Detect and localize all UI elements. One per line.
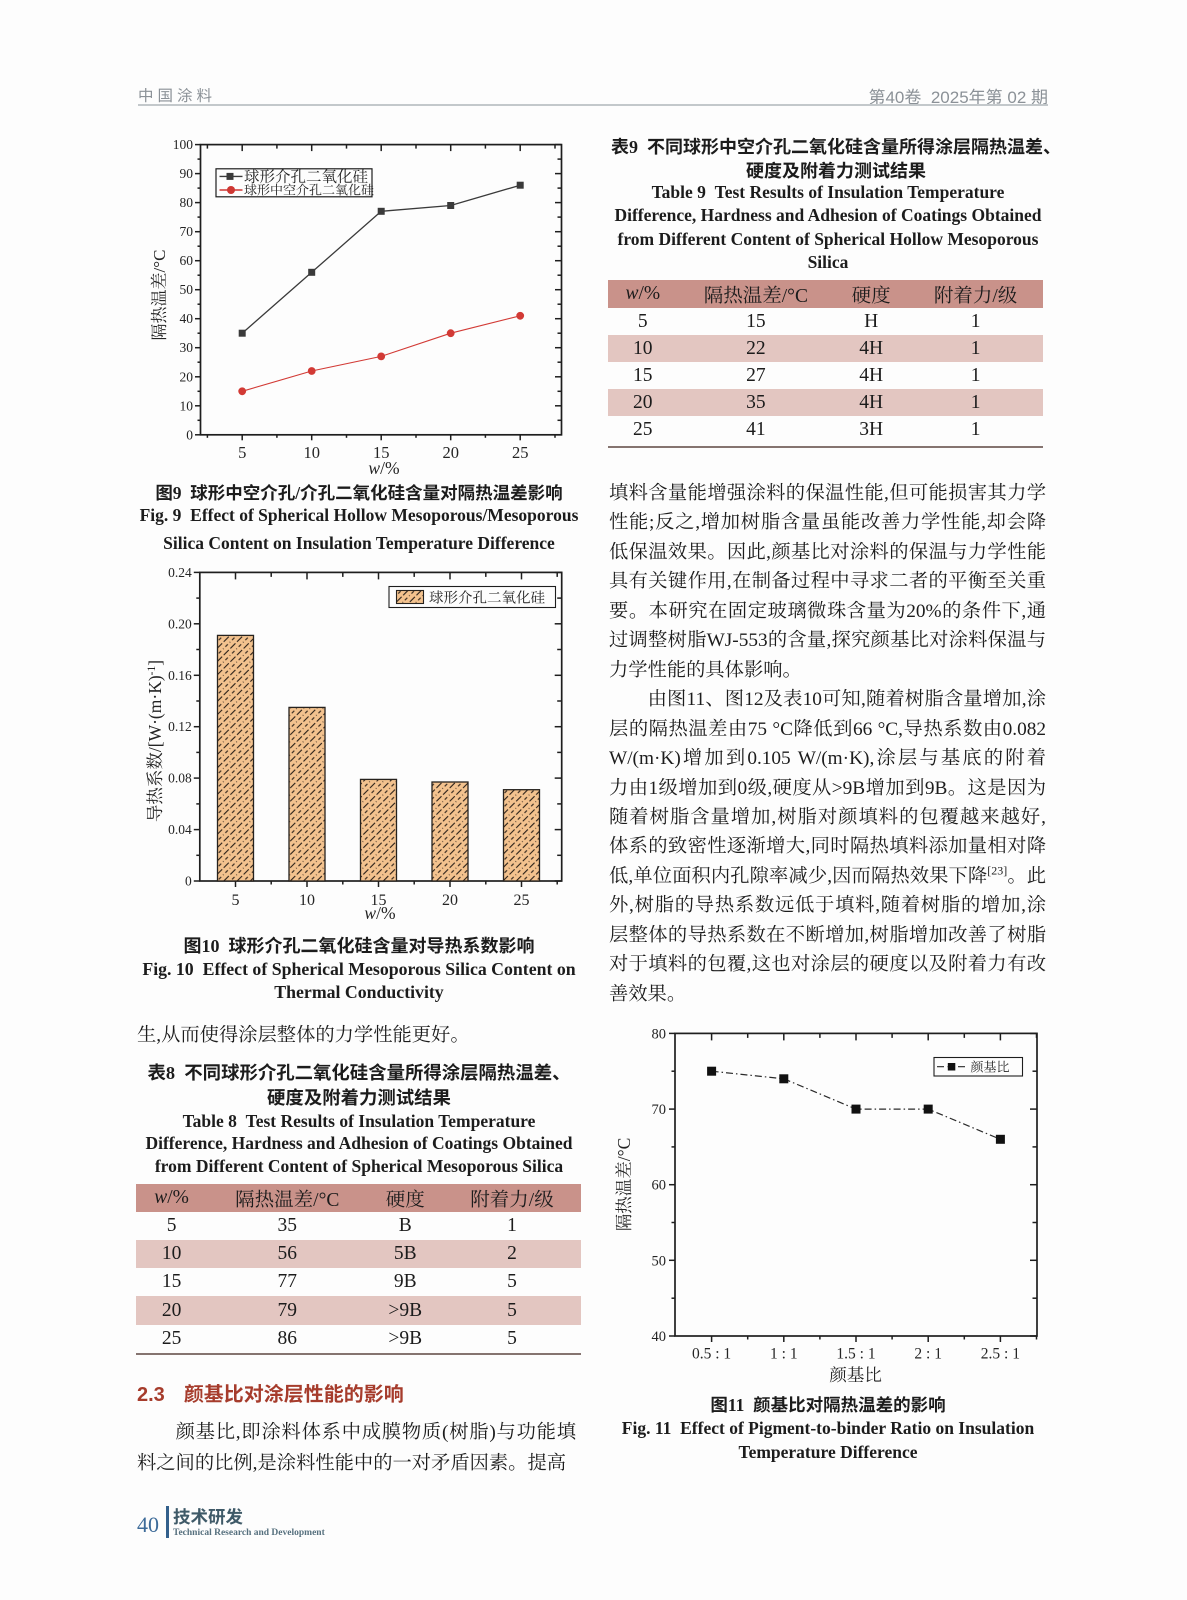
svg-text:25: 25 xyxy=(514,892,530,909)
svg-text:w/%: w/% xyxy=(364,903,395,923)
svg-text:0: 0 xyxy=(185,874,192,889)
svg-text:2.5 : 1: 2.5 : 1 xyxy=(981,1346,1020,1363)
svg-text:15: 15 xyxy=(373,443,390,462)
svg-text:20: 20 xyxy=(180,369,194,384)
svg-text:颜基比: 颜基比 xyxy=(829,1365,882,1385)
svg-text:10: 10 xyxy=(303,443,320,462)
svg-text:1 : 1: 1 : 1 xyxy=(770,1346,798,1363)
svg-text:10: 10 xyxy=(299,892,315,909)
svg-text:70: 70 xyxy=(180,224,194,239)
svg-text:w/%: w/% xyxy=(368,458,399,478)
svg-text:0: 0 xyxy=(186,427,193,442)
svg-text:0.5 : 1: 0.5 : 1 xyxy=(692,1346,731,1363)
svg-text:70: 70 xyxy=(652,1102,667,1118)
svg-text:0.24: 0.24 xyxy=(168,565,192,580)
svg-text:0.12: 0.12 xyxy=(168,719,192,734)
svg-text:80: 80 xyxy=(652,1026,667,1042)
svg-text:5: 5 xyxy=(232,892,240,909)
svg-text:60: 60 xyxy=(652,1178,667,1194)
svg-text:20: 20 xyxy=(442,892,458,909)
svg-text:90: 90 xyxy=(180,166,194,181)
svg-text:5: 5 xyxy=(238,443,246,462)
svg-text:40: 40 xyxy=(652,1329,667,1345)
svg-text:30: 30 xyxy=(180,340,194,355)
svg-text:15: 15 xyxy=(371,892,387,909)
svg-text:球形介孔二氧化硅: 球形介孔二氧化硅 xyxy=(244,169,369,186)
svg-text:0.04: 0.04 xyxy=(168,822,192,837)
svg-text:球形介孔二氧化硅: 球形介孔二氧化硅 xyxy=(429,589,545,606)
svg-text:0.16: 0.16 xyxy=(168,668,192,683)
svg-text:隔热温差/°C: 隔热温差/°C xyxy=(614,1138,634,1232)
svg-text:50: 50 xyxy=(652,1253,667,1269)
svg-text:颜基比: 颜基比 xyxy=(971,1059,1010,1074)
svg-text:球形中空介孔二氧化硅: 球形中空介孔二氧化硅 xyxy=(244,183,374,198)
svg-text:80: 80 xyxy=(180,195,194,210)
svg-text:0.08: 0.08 xyxy=(168,771,192,786)
svg-text:40: 40 xyxy=(180,311,194,326)
svg-text:20: 20 xyxy=(442,443,459,462)
svg-text:10: 10 xyxy=(180,398,194,413)
svg-text:50: 50 xyxy=(180,282,194,297)
svg-text:0.20: 0.20 xyxy=(168,616,192,631)
svg-text:2 : 1: 2 : 1 xyxy=(914,1346,942,1363)
svg-text:25: 25 xyxy=(512,443,529,462)
svg-text:60: 60 xyxy=(180,253,194,268)
svg-text:100: 100 xyxy=(173,137,194,152)
svg-text:导热系数/[W·(m·K)-1]: 导热系数/[W·(m·K)-1] xyxy=(145,660,165,822)
svg-text:隔热温差/°C: 隔热温差/°C xyxy=(150,250,169,341)
svg-text:1.5 : 1: 1.5 : 1 xyxy=(836,1346,875,1363)
